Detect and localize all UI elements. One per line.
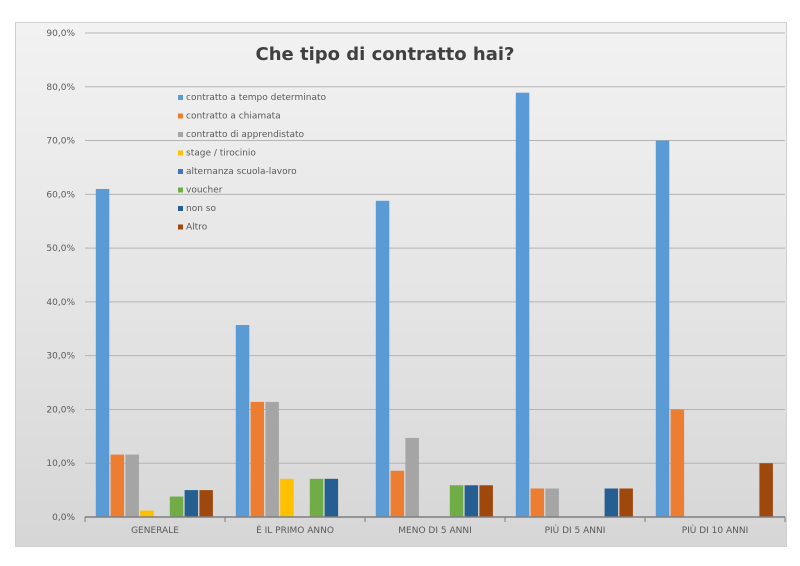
legend-swatch <box>178 224 183 230</box>
y-tick-label: 30,0% <box>46 352 75 362</box>
legend-swatch <box>178 206 183 211</box>
bar-altro <box>759 463 773 517</box>
bar-non-so <box>184 490 199 517</box>
bar-voucher <box>449 485 464 517</box>
legend-label: alternanza scuola-lavoro <box>186 167 297 177</box>
bar-altro <box>619 488 633 517</box>
legend-swatch <box>178 132 183 137</box>
y-tick-label: 90,0% <box>46 29 75 39</box>
legend-label: contratto a tempo determinato <box>186 93 326 103</box>
legend-label: stage / tirocinio <box>186 149 256 159</box>
bar-contratto-a-tempo-determinato <box>235 325 250 517</box>
chart-title: Che tipo di contratto hai? <box>255 44 514 65</box>
bar-non-so <box>324 478 339 517</box>
bar-contratto-di-apprendistato <box>125 454 139 517</box>
legend-swatch <box>178 150 183 156</box>
x-category-label: PIÙ DI 10 ANNI <box>682 524 749 536</box>
y-tick-label: 60,0% <box>46 190 75 200</box>
bar-contratto-di-apprendistato <box>405 437 419 517</box>
x-category-label: PIÙ DI 5 ANNI <box>545 524 606 536</box>
bar-contratto-a-tempo-determinato <box>95 188 110 517</box>
bar-contratto-di-apprendistato <box>545 488 559 517</box>
legend-swatch <box>178 113 183 119</box>
legend-swatch <box>178 169 183 174</box>
y-tick-label: 40,0% <box>46 298 75 308</box>
legend-label: non so <box>186 204 216 214</box>
y-tick-label: 50,0% <box>46 244 75 254</box>
bar-altro <box>479 485 493 517</box>
x-category-label: GENERALE <box>131 526 179 536</box>
x-category-label: È IL PRIMO ANNO <box>256 524 334 536</box>
bar-contratto-a-chiamata <box>670 409 685 517</box>
bar-contratto-di-apprendistato <box>265 401 279 517</box>
bar-contratto-a-tempo-determinato <box>515 92 530 518</box>
y-tick-label: 20,0% <box>46 405 75 415</box>
legend-swatch <box>178 95 183 100</box>
y-tick-label: 10,0% <box>46 459 75 469</box>
bar-altro <box>199 490 213 517</box>
legend-swatch <box>178 187 183 193</box>
bar-contratto-a-chiamata <box>250 401 265 517</box>
legend-label: Altro <box>186 223 208 233</box>
bar-contratto-a-chiamata <box>390 470 405 517</box>
bar-stage-tirocinio <box>280 478 294 517</box>
bar-voucher <box>309 478 324 517</box>
x-category-label: MENO DI 5 ANNI <box>398 526 471 536</box>
bar-non-so <box>464 485 479 517</box>
y-tick-label: 70,0% <box>46 137 75 147</box>
bar-voucher <box>169 496 184 517</box>
bar-contratto-a-tempo-determinato <box>375 200 390 517</box>
bar-contratto-a-chiamata <box>530 488 545 517</box>
bar-non-so <box>604 488 619 517</box>
legend-label: contratto di apprendistato <box>186 130 305 140</box>
bar-contratto-a-tempo-determinato <box>655 140 670 518</box>
bar-stage-tirocinio <box>140 510 154 517</box>
y-tick-label: 0,0% <box>52 513 75 523</box>
bar-contratto-a-chiamata <box>110 454 125 517</box>
legend-label: voucher <box>186 186 223 196</box>
y-tick-label: 80,0% <box>46 83 75 93</box>
legend-label: contratto a chiamata <box>186 112 281 122</box>
